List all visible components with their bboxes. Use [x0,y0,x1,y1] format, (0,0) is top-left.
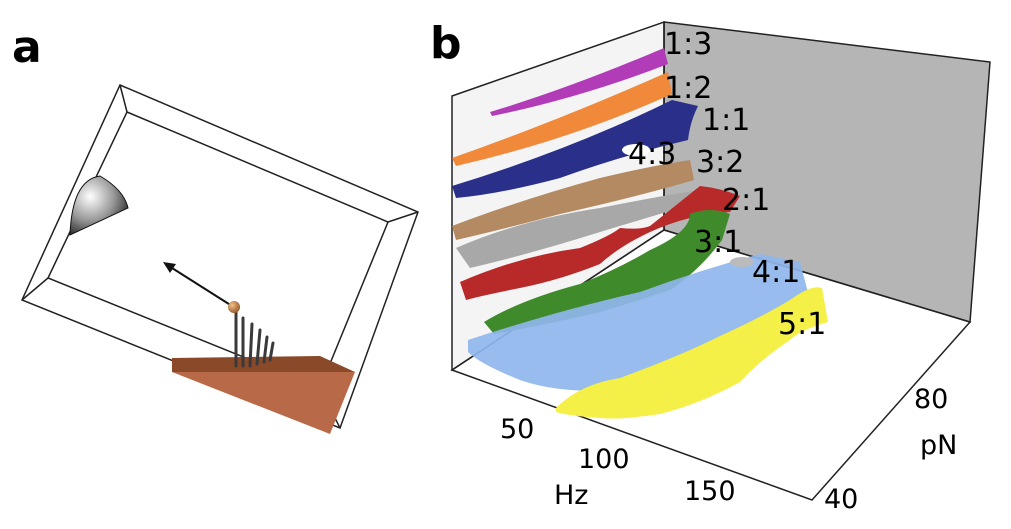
ratio-label: 4:1 [752,255,800,290]
dome [69,175,129,236]
panel-b-label: b [430,18,462,69]
region-4-1 [468,254,810,391]
panel-a-label: a [12,22,42,73]
ratio-label: 2:1 [722,183,770,218]
y-tick: 40 [824,484,858,515]
ratio-label: 5:1 [778,307,826,342]
region-3-2 [456,190,706,268]
region-4-3-island [622,144,650,156]
force-arrow [171,267,233,307]
box-edge [119,84,128,113]
region-5-1 [556,287,828,419]
region-2-1 [460,186,740,300]
region-3-1 [484,210,730,334]
ratio-label: 3:1 [694,225,742,260]
x-axis-label: Hz [554,480,588,511]
region-4-1-island [730,257,754,267]
ratio-label: 1:3 [664,27,712,62]
arrowhead [163,262,176,273]
x-tick: 50 [500,414,534,445]
panel-a: a [12,22,419,434]
region-4-3 [452,160,694,240]
box-inner [46,111,389,389]
ratio-label: 1:1 [702,103,750,138]
y-tick: 80 [914,384,948,415]
floor [450,229,972,501]
box-edge [387,211,419,223]
ratio-label: 3:2 [696,145,744,180]
region-1-2 [452,72,672,166]
base-top [172,356,355,372]
region-1-1 [452,100,698,198]
y-axis-label: pN [920,430,957,461]
ratio-label: 4:3 [628,137,676,172]
x-tick: 150 [684,476,736,507]
x-tick: 100 [578,444,630,475]
tip-bead [228,301,240,313]
box-edge [21,277,49,301]
ratio-label: 1:2 [664,71,712,106]
panel-b: b 1:3 1:2 1:1 4:3 3:2 2:1 3:1 4:1 5:1 50… [430,18,991,515]
hair-bundle [234,310,275,368]
base-front [172,372,355,434]
region-1-3 [490,48,668,116]
